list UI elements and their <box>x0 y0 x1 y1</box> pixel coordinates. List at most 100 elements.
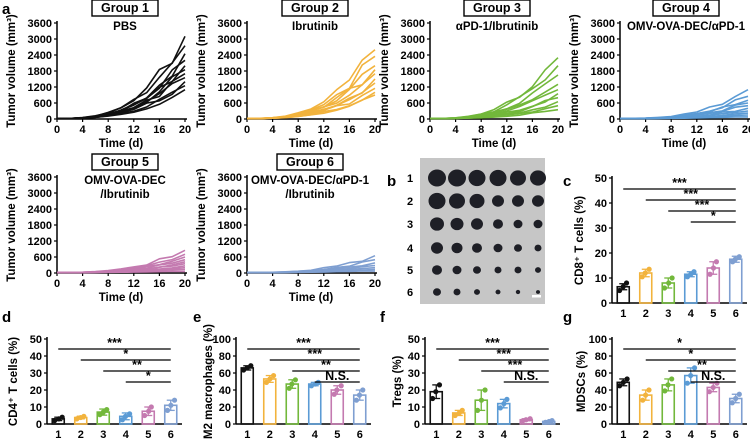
tumor-specimen <box>514 244 522 252</box>
y-tick-label: 50 <box>595 173 607 185</box>
y-tick-label: 0 <box>414 419 420 431</box>
y-tick-label: 0 <box>236 268 242 280</box>
y-tick-label: 600 <box>34 252 52 264</box>
data-point <box>482 387 488 393</box>
y-axis-title: CD4⁺ T cells (%) <box>8 337 20 426</box>
y-tick-label: 600 <box>407 98 425 110</box>
data-point <box>688 372 694 379</box>
y-tick-label: 40 <box>30 351 42 363</box>
data-point <box>710 265 717 271</box>
x-tick-label: 0 <box>54 124 60 136</box>
x-tick-label: 5 <box>710 429 716 439</box>
y-tick-label: 3600 <box>591 18 615 30</box>
tumor-specimen <box>493 219 503 229</box>
tumor-specimen <box>448 169 466 187</box>
y-tick-label: 3600 <box>28 18 52 30</box>
significance-label: N.S. <box>701 369 725 383</box>
data-point <box>691 365 698 371</box>
y-tick-label: 50 <box>408 334 420 346</box>
y-tick-label: 0 <box>225 419 231 431</box>
x-tick-label: 4 <box>688 429 695 439</box>
series-line <box>57 270 186 274</box>
data-point <box>661 285 668 291</box>
y-tick-label: 600 <box>597 98 615 110</box>
y-tick-label: 3000 <box>401 34 425 46</box>
tumor-specimen <box>514 266 522 274</box>
x-tick-label: 16 <box>153 124 165 136</box>
y-tick-label: 1800 <box>218 66 242 78</box>
data-point <box>429 395 436 402</box>
tumor-specimen <box>473 266 481 274</box>
tumor-specimen <box>494 266 502 274</box>
chart-photo-b: 1 2 3 4 5 6 <box>407 158 546 304</box>
data-point <box>474 407 481 413</box>
tumor-specimen <box>453 288 461 296</box>
tumor-specimen <box>533 219 543 229</box>
x-tick-label: 16 <box>526 124 538 136</box>
data-point <box>104 406 110 413</box>
significance-label: *** <box>683 187 698 201</box>
data-point <box>263 379 270 385</box>
significance-label: N.S. <box>514 369 538 383</box>
x-tick-label: 12 <box>318 278 330 290</box>
x-tick-label: 5 <box>145 429 151 439</box>
data-point <box>646 266 652 272</box>
chart-growth-4: Group 4 OMV-OVA-DEC/αPD-1 0 600 1200 1800 2400… <box>569 0 750 150</box>
tumor-specimen <box>432 265 442 275</box>
x-tick-label: 2 <box>78 429 84 439</box>
x-tick-label: 3 <box>665 308 671 320</box>
significance-label: *** <box>485 336 500 350</box>
y-tick-label: 0 <box>601 298 607 310</box>
x-tick-label: 3 <box>665 429 671 439</box>
y-tick-label: 20 <box>408 385 420 397</box>
series-line <box>56 45 186 120</box>
significance-label: *** <box>695 198 710 212</box>
y-axis-title: Tumor volume (mm³) <box>6 14 18 128</box>
x-tick-label: 0 <box>427 124 433 136</box>
y-tick-label: 1200 <box>591 82 615 94</box>
x-tick-label: 4 <box>501 429 508 439</box>
x-tick-label: 20 <box>552 124 564 136</box>
data-point <box>691 269 697 275</box>
data-point <box>733 395 739 402</box>
x-tick-label: 0 <box>244 278 250 290</box>
data-point <box>732 256 738 262</box>
x-tick-label: 8 <box>105 278 111 290</box>
x-tick-label: 20 <box>179 124 191 136</box>
data-point <box>665 382 671 388</box>
x-tick-label: 4 <box>123 429 130 439</box>
chart-growth-5: Group 5 OMV-OVA-DEC/Ibrutinib 0 600 1200 1800… <box>6 153 191 304</box>
y-axis-title: Tumor volume (mm³) <box>6 168 18 282</box>
y-tick-label: 1200 <box>218 82 242 94</box>
y-tick-label: 40 <box>595 385 607 397</box>
x-tick-label: 0 <box>244 124 250 136</box>
x-tick-label: 8 <box>295 124 301 136</box>
x-tick-label: 12 <box>318 124 330 136</box>
data-point <box>666 280 672 286</box>
x-tick-label: 12 <box>128 278 140 290</box>
x-tick-label: 2 <box>643 429 649 439</box>
data-point <box>706 389 713 395</box>
x-tick-label: 12 <box>501 124 513 136</box>
x-tick-label: 16 <box>716 124 728 136</box>
photo-row-label: 6 <box>407 287 413 299</box>
treatment-label: OMV-OVA-DEC/αPD-1 <box>251 175 370 187</box>
x-tick-label: 2 <box>267 429 273 439</box>
data-point <box>623 280 630 286</box>
tumor-specimen <box>428 192 446 210</box>
group-title: Group 5 <box>101 155 149 169</box>
photo-row-label: 1 <box>407 173 413 185</box>
y-tick-label: 60 <box>219 368 231 380</box>
panel-letter-g: g <box>563 309 572 326</box>
treatment-label: αPD-1/Ibrutinib <box>456 21 538 33</box>
group-title: Group 2 <box>291 1 339 15</box>
tumor-specimen <box>433 288 441 296</box>
data-point <box>51 418 58 424</box>
data-point <box>662 388 668 394</box>
data-point <box>127 411 133 417</box>
data-point <box>168 402 174 408</box>
tumor-specimen <box>474 289 480 295</box>
